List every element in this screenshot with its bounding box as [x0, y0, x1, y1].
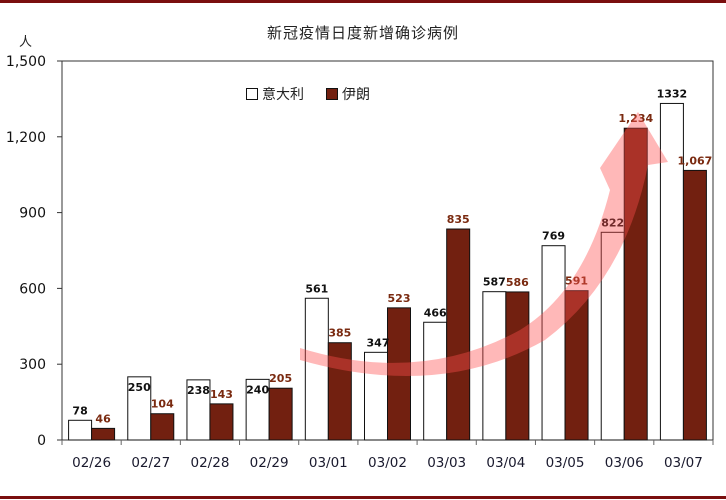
y-tick-label: 300 — [19, 357, 46, 373]
data-label-iran: 1,067 — [678, 154, 713, 167]
x-tick-label: 03/06 — [605, 455, 644, 471]
bar-italy — [127, 376, 152, 441]
x-tick-label: 03/04 — [486, 455, 525, 471]
data-label-italy: 78 — [72, 404, 87, 417]
bar-iran — [268, 387, 293, 441]
data-label-iran: 586 — [506, 276, 529, 289]
bar-italy — [423, 321, 448, 441]
legend-label-iran: 伊朗 — [342, 87, 370, 103]
bar-iran — [505, 291, 530, 441]
y-tick-label: 0 — [37, 433, 46, 449]
data-label-italy: 822 — [601, 216, 624, 229]
data-label-italy: 769 — [542, 230, 565, 243]
data-label-iran: 205 — [269, 372, 292, 385]
y-tick-label: 600 — [19, 281, 46, 297]
x-tick-label: 03/01 — [309, 455, 348, 471]
bar-italy — [541, 245, 566, 441]
data-label-iran: 591 — [565, 275, 588, 288]
data-label-iran: 1,234 — [618, 112, 653, 125]
x-tick-label: 03/03 — [427, 455, 466, 471]
chart-title: 新冠疫情日度新增确诊病例 — [266, 24, 459, 42]
legend-swatch-iran — [326, 88, 338, 100]
y-axis-unit: 人 — [19, 35, 33, 50]
data-label-italy: 240 — [246, 383, 269, 396]
legend-label-italy: 意大利 — [262, 87, 304, 103]
bar-italy — [304, 297, 329, 441]
data-label-italy: 466 — [424, 306, 447, 319]
x-tick-label: 02/27 — [131, 455, 170, 471]
top-border-line — [0, 0, 726, 3]
bar-iran — [150, 413, 175, 441]
data-label-iran: 104 — [151, 398, 174, 411]
data-label-italy: 347 — [367, 336, 390, 349]
legend-item-iran: 伊朗 — [326, 84, 370, 104]
x-tick-label: 03/05 — [546, 455, 585, 471]
data-label-iran: 46 — [95, 412, 111, 425]
y-tick-label: 1,500 — [6, 54, 46, 70]
data-label-italy: 250 — [128, 381, 151, 394]
bar-iran — [91, 427, 116, 441]
legend-item-italy: 意大利 — [246, 84, 304, 104]
bar-iran — [209, 403, 234, 441]
bar-italy — [68, 419, 93, 441]
bar-iran — [387, 307, 411, 441]
legend: 意大利 伊朗 — [246, 84, 370, 104]
x-tick-label: 02/29 — [250, 455, 289, 471]
bottom-border-line — [0, 496, 726, 499]
x-tick-label: 03/07 — [664, 455, 703, 471]
x-tick-label: 02/26 — [72, 455, 111, 471]
bar-iran — [327, 342, 352, 441]
data-label-iran: 385 — [328, 327, 351, 340]
y-tick-label: 900 — [19, 206, 46, 222]
data-label-italy: 1332 — [657, 87, 688, 100]
bar-iran — [623, 127, 648, 441]
y-tick-label: 1,200 — [6, 130, 46, 146]
bar-italy — [482, 291, 507, 441]
data-label-iran: 523 — [388, 292, 411, 305]
data-label-italy: 587 — [483, 276, 506, 289]
bar-iran — [682, 169, 707, 441]
bar-iran — [446, 228, 471, 441]
data-label-italy: 238 — [187, 384, 210, 397]
data-label-iran: 143 — [210, 388, 233, 401]
trend-arrow-icon — [300, 112, 668, 376]
data-label-iran: 835 — [447, 213, 470, 226]
legend-swatch-italy — [246, 88, 258, 100]
bar-iran — [564, 290, 589, 441]
x-tick-label: 02/28 — [191, 455, 230, 471]
data-label-italy: 561 — [305, 282, 328, 295]
x-tick-label: 03/02 — [368, 455, 407, 471]
